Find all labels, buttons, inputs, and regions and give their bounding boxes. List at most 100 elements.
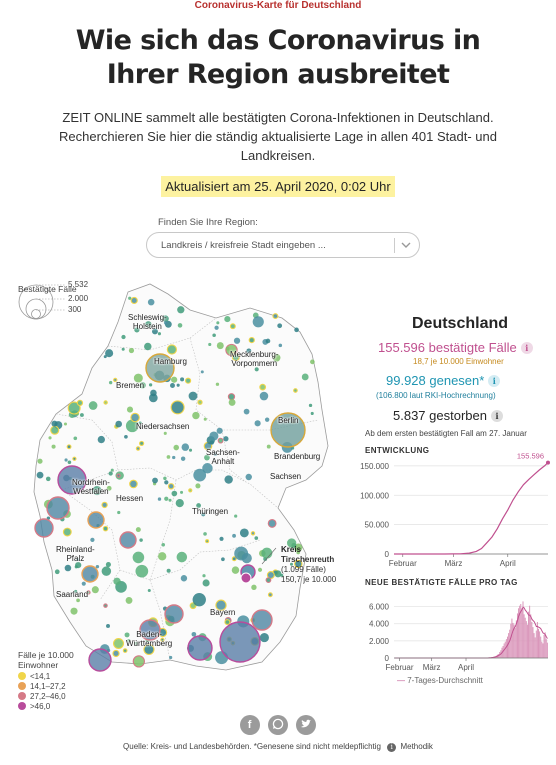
district-bubble[interactable]: [145, 321, 152, 328]
region-search[interactable]: [146, 232, 420, 258]
district-bubble[interactable]: [188, 488, 193, 493]
district-bubble[interactable]: [112, 649, 120, 658]
district-bubble[interactable]: [216, 342, 224, 350]
district-bubble[interactable]: [195, 483, 201, 489]
district-bubble[interactable]: [119, 531, 137, 549]
district-bubble[interactable]: [181, 443, 190, 451]
district-bubble[interactable]: [223, 436, 229, 442]
district-bubble[interactable]: [134, 641, 138, 646]
daily-bar[interactable]: [509, 629, 511, 658]
district-bubble[interactable]: [265, 577, 272, 583]
daily-bar[interactable]: [521, 608, 523, 658]
map-label-rlp[interactable]: Rheinland- Pfalz: [56, 545, 95, 563]
district-bubble[interactable]: [224, 316, 231, 323]
district-bubble[interactable]: [231, 353, 240, 362]
district-bubble[interactable]: [177, 323, 183, 328]
district-bubble[interactable]: [202, 574, 206, 578]
district-bubble[interactable]: [234, 514, 238, 518]
district-bubble[interactable]: [208, 342, 212, 347]
district-bubble[interactable]: [196, 503, 201, 508]
district-bubble[interactable]: [278, 343, 283, 348]
district-bubble[interactable]: [164, 496, 169, 501]
district-bubble[interactable]: [254, 536, 259, 540]
daily-bar[interactable]: [539, 631, 541, 658]
daily-bar[interactable]: [529, 605, 531, 658]
district-bubble[interactable]: [225, 346, 230, 351]
district-bubble[interactable]: [289, 562, 294, 566]
district-bubble[interactable]: [113, 577, 121, 586]
district-bubble[interactable]: [152, 328, 158, 335]
district-bubble[interactable]: [66, 444, 72, 450]
district-bubble[interactable]: [74, 589, 78, 594]
district-bubble[interactable]: [162, 315, 169, 322]
daily-bar[interactable]: [536, 622, 538, 658]
daily-bar[interactable]: [530, 614, 532, 658]
daily-bar[interactable]: [520, 604, 522, 658]
district-bubble[interactable]: [188, 448, 193, 452]
district-bubble[interactable]: [105, 349, 114, 358]
district-bubble[interactable]: [72, 456, 77, 461]
district-bubble[interactable]: [219, 621, 261, 663]
district-bubble[interactable]: [106, 623, 110, 628]
district-bubble[interactable]: [201, 512, 206, 517]
daily-bar[interactable]: [515, 620, 517, 658]
district-bubble[interactable]: [229, 323, 236, 330]
daily-bar[interactable]: [516, 613, 518, 658]
district-bubble[interactable]: [245, 473, 252, 481]
district-bubble[interactable]: [191, 631, 197, 637]
district-bubble[interactable]: [95, 564, 100, 569]
district-bubble[interactable]: [267, 519, 277, 528]
district-bubble[interactable]: [106, 485, 112, 491]
district-bubble[interactable]: [150, 389, 157, 397]
district-bubble[interactable]: [188, 391, 198, 401]
district-bubble[interactable]: [48, 436, 52, 440]
district-bubble[interactable]: [232, 533, 236, 538]
district-bubble[interactable]: [157, 332, 161, 336]
map-label-sachsen-anhalt[interactable]: Sachsen- Anhalt: [206, 448, 240, 466]
district-bubble[interactable]: [296, 550, 300, 555]
district-bubble[interactable]: [170, 400, 185, 415]
district-bubble[interactable]: [265, 338, 271, 344]
district-bubble[interactable]: [192, 592, 206, 607]
district-bubble[interactable]: [166, 455, 171, 459]
daily-bar[interactable]: [544, 632, 546, 658]
district-bubble[interactable]: [243, 408, 250, 415]
district-bubble[interactable]: [163, 320, 168, 325]
district-bubble[interactable]: [147, 298, 155, 306]
district-bubble[interactable]: [117, 510, 121, 515]
daily-bar[interactable]: [524, 617, 526, 658]
map-label-thueringen[interactable]: Thüringen: [192, 507, 229, 516]
district-bubble[interactable]: [81, 581, 86, 586]
district-bubble[interactable]: [67, 460, 72, 465]
district-bubble[interactable]: [90, 537, 95, 542]
district-bubble[interactable]: [135, 446, 141, 451]
whatsapp-icon[interactable]: [268, 715, 288, 735]
daily-bar[interactable]: [542, 643, 544, 658]
daily-bar[interactable]: [522, 601, 524, 658]
district-bubble[interactable]: [215, 599, 227, 611]
district-bubble[interactable]: [192, 411, 200, 420]
district-bubble[interactable]: [76, 598, 80, 603]
district-bubble[interactable]: [64, 564, 72, 572]
district-bubble[interactable]: [259, 633, 269, 643]
district-bubble[interactable]: [122, 648, 128, 653]
district-bubble[interactable]: [224, 475, 233, 484]
district-bubble[interactable]: [164, 480, 169, 485]
district-bubble[interactable]: [46, 496, 70, 520]
district-bubble[interactable]: [34, 518, 54, 538]
daily-bar[interactable]: [512, 622, 514, 658]
district-bubble[interactable]: [294, 559, 303, 569]
district-bubble[interactable]: [128, 347, 135, 354]
district-bubble[interactable]: [172, 455, 176, 460]
district-bubble[interactable]: [92, 485, 102, 496]
district-bubble[interactable]: [180, 377, 185, 382]
district-bubble[interactable]: [57, 465, 87, 495]
district-bubble[interactable]: [171, 376, 178, 383]
district-bubble[interactable]: [270, 412, 306, 448]
district-bubble[interactable]: [161, 543, 166, 547]
district-bubble[interactable]: [259, 383, 267, 391]
district-bubble[interactable]: [261, 547, 273, 559]
district-bubble[interactable]: [86, 590, 91, 595]
district-bubble[interactable]: [216, 427, 223, 434]
district-bubble[interactable]: [121, 347, 125, 351]
